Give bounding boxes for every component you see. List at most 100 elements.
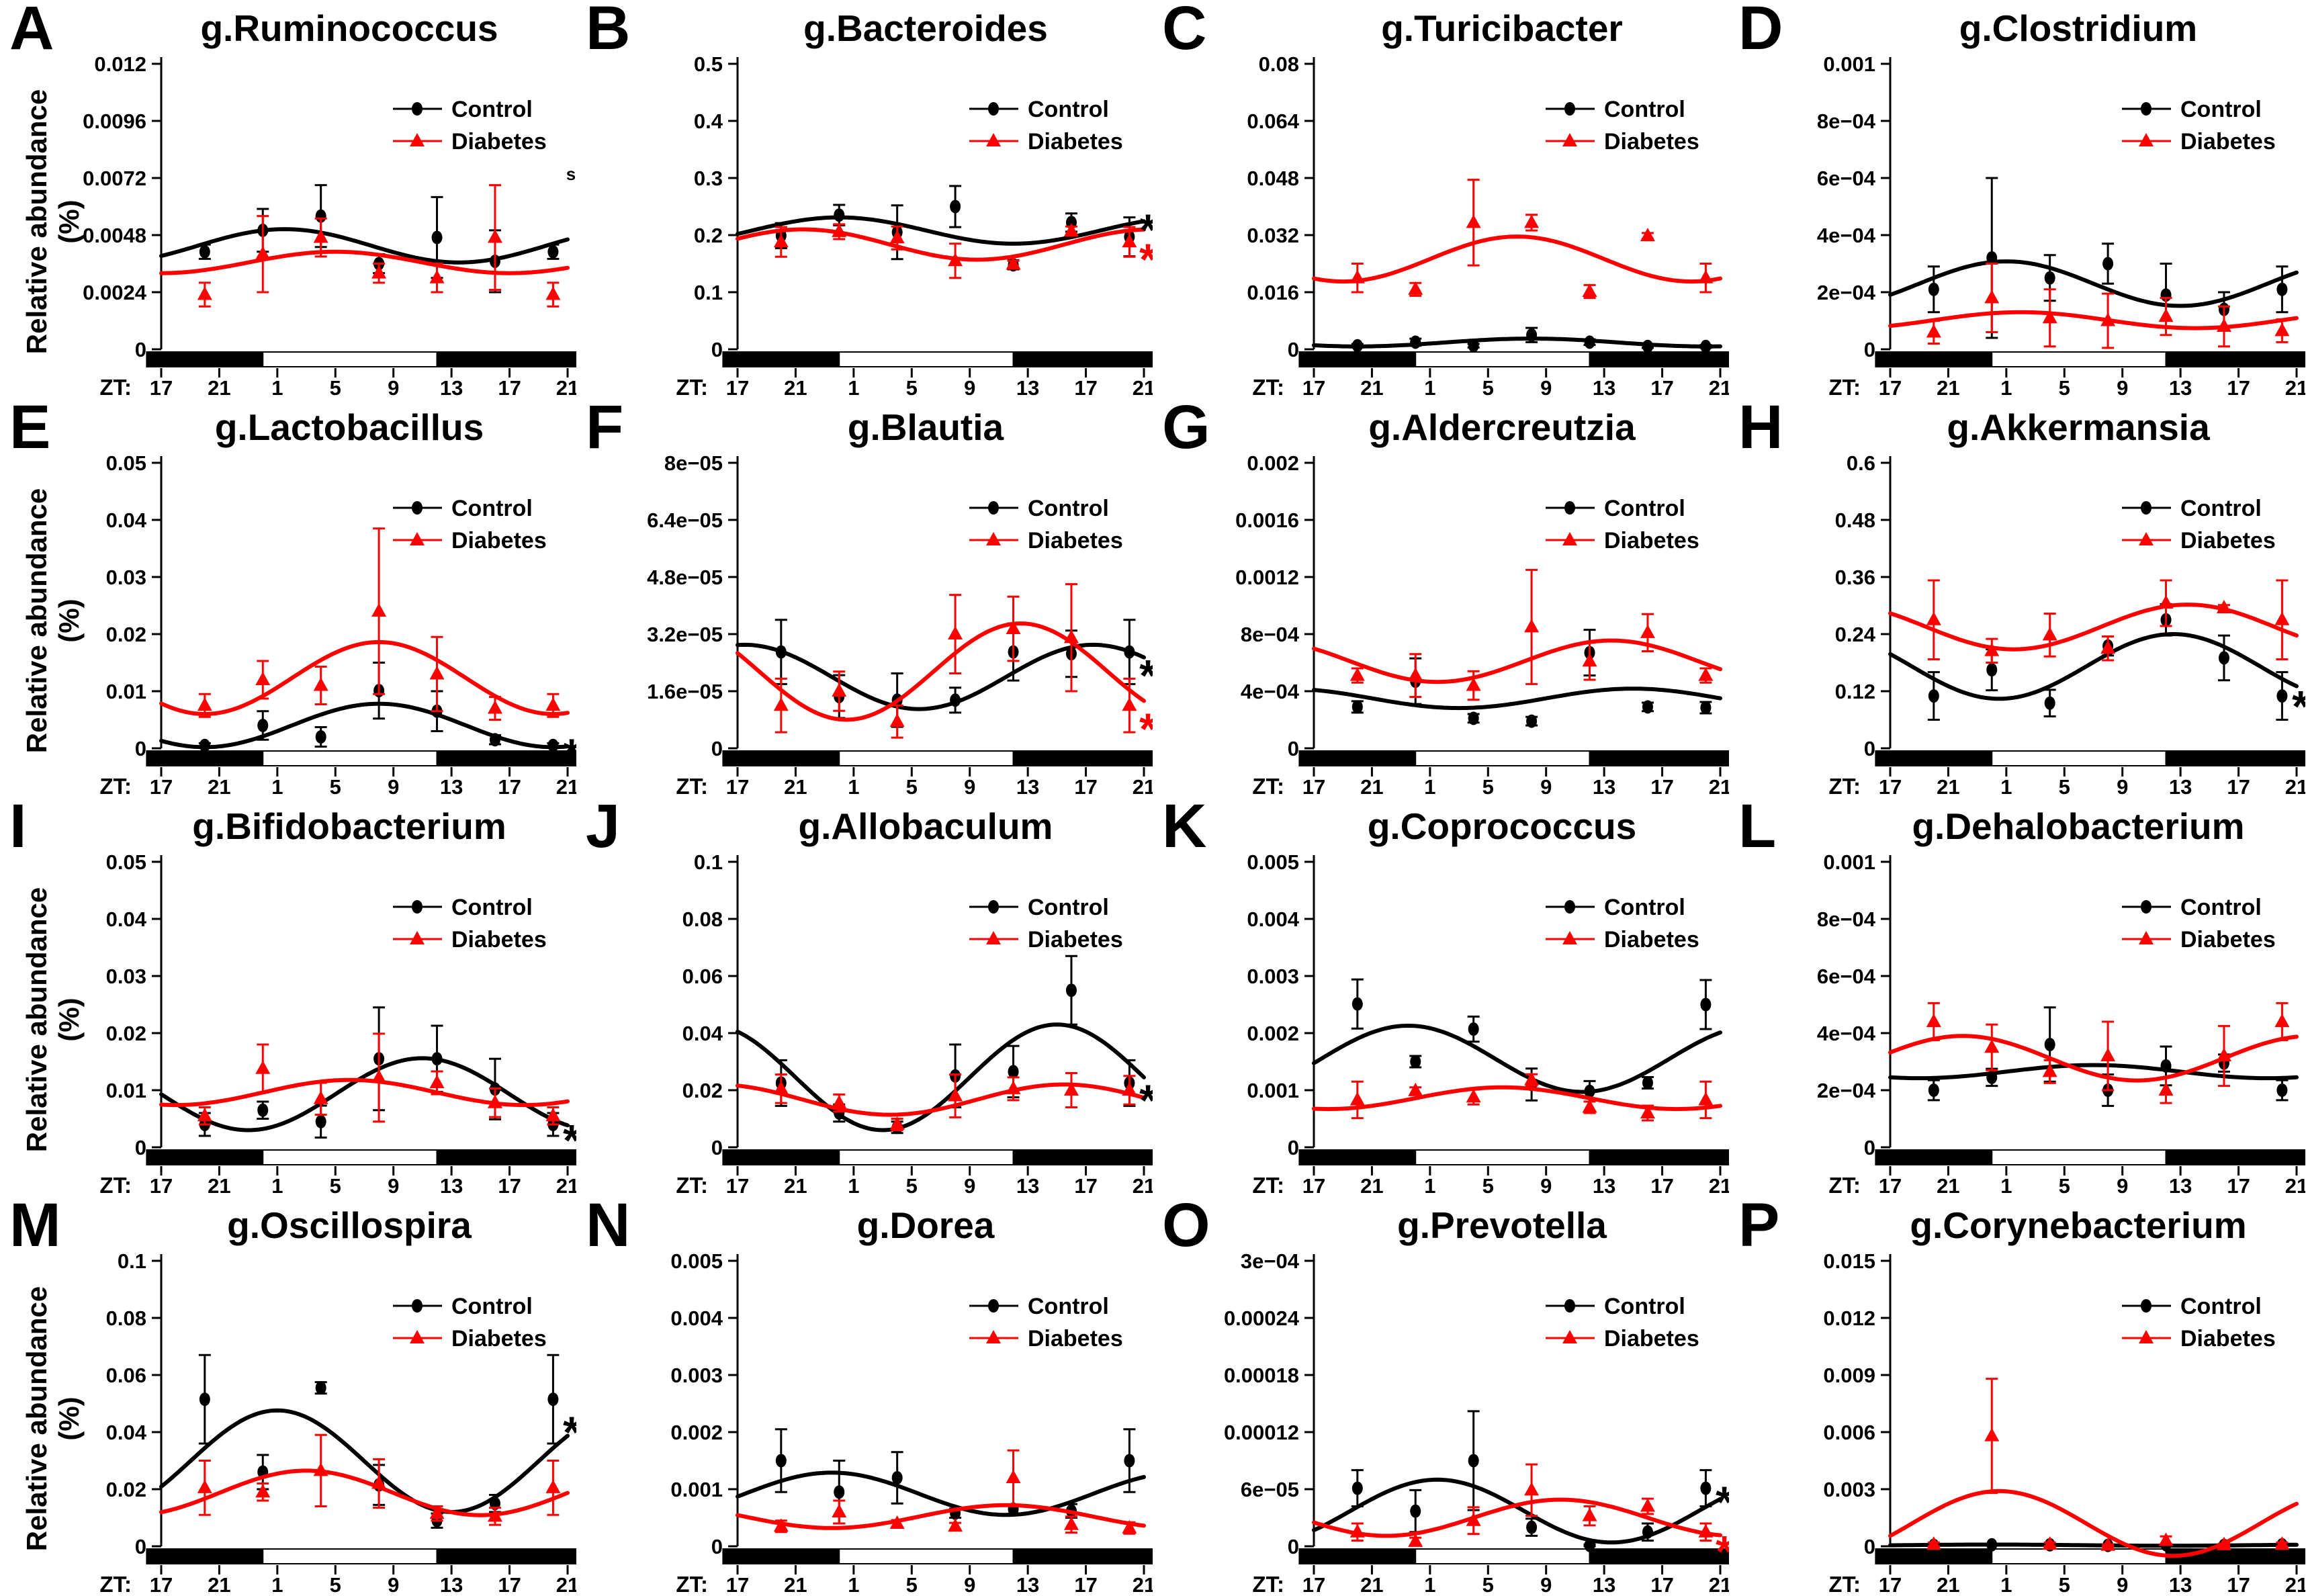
x-tick-label: 17 (1879, 1573, 1902, 1596)
diabetes-fit-curve (736, 1082, 1146, 1117)
dark-phase-bar (436, 351, 576, 367)
x-tick-label: 9 (964, 775, 975, 798)
y-axis: 0 1.6e−05 3.2e−05 4.8e−05 6.4e−05 8e−05 (647, 451, 739, 760)
control-fit-curve (159, 1408, 570, 1515)
y-tick-label: 0.001 (1247, 1079, 1299, 1102)
y-tick-label: 0.24 (1835, 623, 1876, 646)
diabetes-series (1888, 579, 2299, 664)
light-phase-bar (1415, 750, 1591, 766)
y-tick-label: 0.005 (1247, 850, 1299, 874)
x-tick-label: 17 (1302, 775, 1325, 798)
y-tick-label: 0.003 (1247, 965, 1299, 988)
legend-label: Diabetes (2180, 528, 2276, 553)
panel-plot: 00.10.20.30.40.517 21 1 5 9 13 17 21ZT:ControlD… (676, 52, 1153, 399)
legend-label: Control (2180, 1294, 2262, 1319)
diabetes-data-point (2158, 1082, 2174, 1096)
control-data-point (1351, 997, 1363, 1011)
diabetes-data-point (889, 713, 905, 727)
control-data-point (1351, 700, 1363, 714)
control-data-point (431, 230, 443, 245)
legend-item-diabetes: Diabetes (969, 927, 1123, 952)
diabetes-data-point (1006, 621, 1021, 635)
control-data-point (2160, 1059, 2172, 1073)
x-tick-label: 21 (1133, 1573, 1153, 1596)
legend-item-control: Control (2122, 1294, 2262, 1319)
dark-phase-bar (722, 750, 840, 766)
diabetes-data-point (545, 1479, 561, 1493)
x-tick-label: 9 (388, 1573, 399, 1596)
significance-asterisk: * (563, 1115, 576, 1165)
diabetes-data-point (2274, 1014, 2290, 1027)
y-tick-label: 8e−04 (1241, 623, 1300, 646)
control-fit-curve (1312, 1023, 1722, 1094)
control-data-point (1584, 335, 1595, 349)
diabetes-data-point (197, 286, 212, 300)
diabetes-data-point (2274, 322, 2290, 337)
legend: Control Diabetes (393, 496, 547, 553)
panel-title: g.Clostridium (1959, 7, 2198, 49)
x-tick-label: 17 (726, 1174, 749, 1197)
x-tick-label: 21 (1709, 775, 1729, 798)
light-phase-bar (838, 1548, 1014, 1564)
control-data-point (1410, 1055, 1421, 1069)
x-tick-label: 1 (2000, 1573, 2012, 1596)
control-data-point (1410, 1504, 1421, 1518)
legend-label: Control (1604, 895, 1685, 920)
x-tick-label: 13 (440, 775, 463, 798)
x-tick-label: 5 (330, 1174, 341, 1197)
y-tick-label: 0.003 (670, 1364, 723, 1387)
x-tick-label: 13 (1593, 775, 1615, 798)
x-tick-label: 21 (208, 376, 230, 399)
legend-circle-marker-icon (412, 102, 423, 116)
dark-phase-bar (436, 1149, 576, 1165)
control-fit-curve (1888, 1063, 2299, 1081)
control-data-point (775, 1454, 787, 1468)
x-tick-label: 1 (1424, 1573, 1435, 1596)
legend-label: Diabetes (451, 528, 547, 553)
legend-item-diabetes: Diabetes (2122, 129, 2276, 154)
control-series (159, 662, 570, 752)
control-series (736, 619, 1146, 728)
y-axis: 0 0.0024 0.0048 0.0072 0.0096 0.012 (83, 52, 163, 361)
y-tick-label: 0.012 (94, 52, 146, 76)
x-tick-label: 9 (964, 1573, 975, 1596)
legend: Control Diabetes (1546, 97, 1699, 154)
diabetes-data-point (487, 229, 502, 243)
light-dark-bar (722, 1548, 1153, 1564)
x-axis-prefix: ZT: (99, 774, 132, 798)
diabetes-data-point (1122, 234, 1137, 248)
diabetes-data-point (1698, 667, 1714, 681)
diabetes-fit-curve (736, 1503, 1146, 1530)
dark-phase-bar (146, 1548, 264, 1564)
control-data-point (2044, 271, 2055, 285)
legend-item-control: Control (393, 496, 533, 521)
x-tick-label: 5 (1482, 376, 1494, 399)
y-tick-label: 0.00012 (1224, 1421, 1299, 1444)
legend: Control Diabetes (1546, 895, 1699, 952)
diabetes-fit-curve (159, 639, 570, 717)
control-data-point (2276, 1083, 2288, 1097)
legend-item-diabetes: Diabetes (393, 927, 547, 952)
diabetes-data-point (197, 1108, 212, 1122)
diabetes-data-point (1408, 667, 1423, 681)
light-phase-bar (1415, 1149, 1591, 1165)
legend-circle-marker-icon (988, 1299, 999, 1313)
legend-item-diabetes: Diabetes (969, 129, 1123, 154)
y-tick-label: 0.009 (1823, 1364, 1875, 1387)
panel-title: g.Oscillospira (227, 1204, 472, 1246)
control-data-point (1986, 251, 1998, 265)
legend-triangle-marker-icon (986, 1330, 1001, 1343)
y-tick-label: 0.005 (670, 1249, 723, 1273)
diabetes-data-point (2158, 1532, 2174, 1546)
control-data-point (547, 1392, 559, 1407)
diabetes-data-point (948, 253, 963, 267)
